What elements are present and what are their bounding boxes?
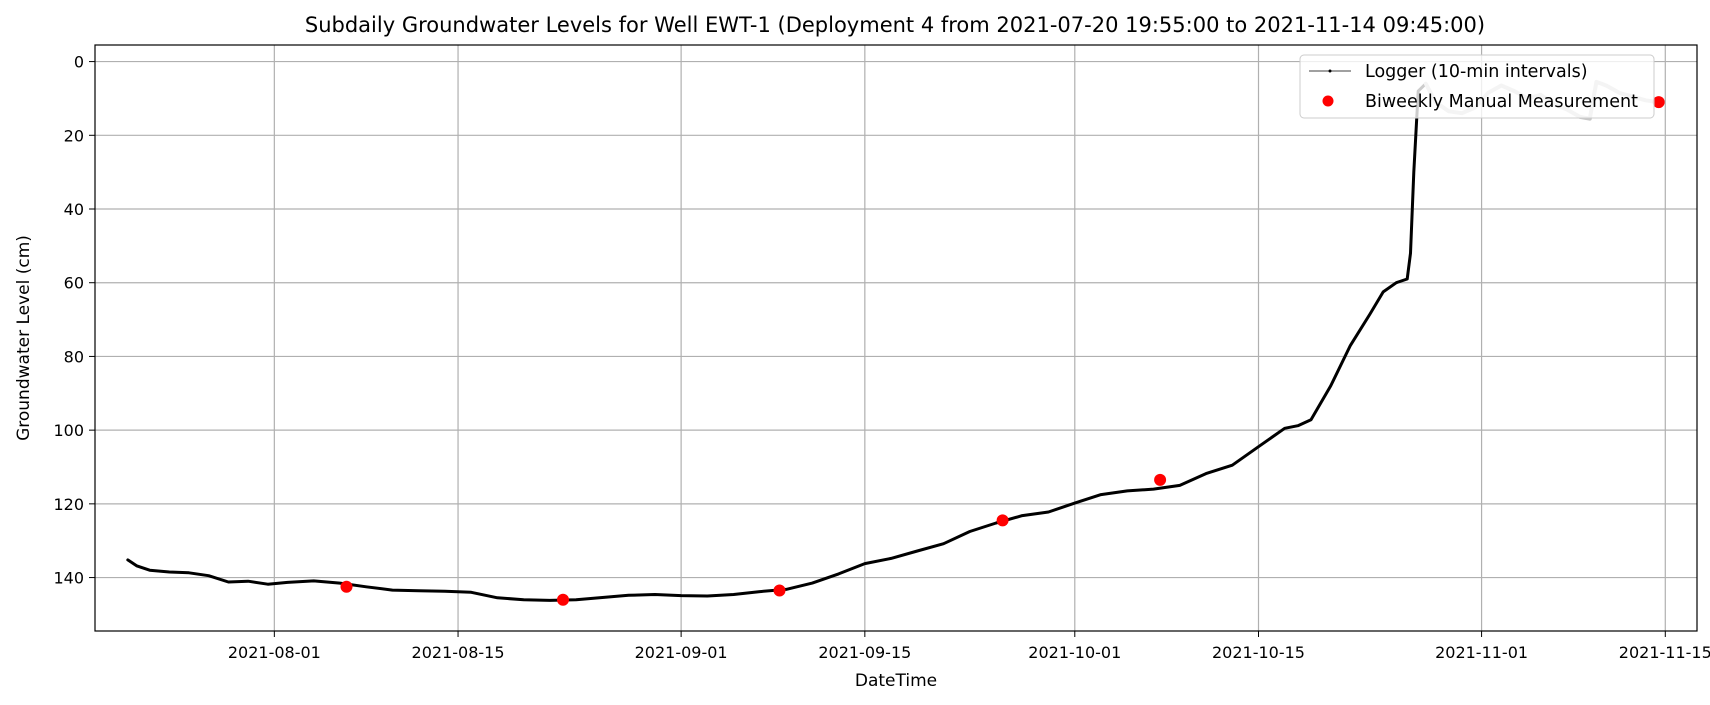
y-tick-label: 80 [64,347,84,366]
x-tick-label: 2021-10-01 [1028,643,1121,662]
manual-measurement-point [1652,96,1665,109]
y-tick-label: 120 [53,495,84,514]
manual-measurement-point [1154,473,1167,486]
y-tick-label: 20 [64,126,84,145]
manual-measurement-series [340,96,1665,606]
x-tick-label: 2021-11-15 [1619,643,1710,662]
manual-measurement-point [557,593,569,606]
legend-manual-label: Biweekly Manual Measurement [1365,92,1638,112]
x-tick-label: 2021-08-15 [412,643,505,662]
x-tick-label: 2021-11-01 [1435,643,1528,662]
legend-logger-marker [1328,69,1332,73]
x-tick-label: 2021-09-01 [635,643,728,662]
x-tick-label: 2021-09-15 [818,643,911,662]
grid [95,45,1697,631]
plot-frame [94,44,1698,632]
y-tick-label: 100 [53,421,84,440]
legend-box [1299,54,1655,119]
x-axis-ticks: 2021-08-01 2021-08-15 2021-09-01 2021-09-15… [228,631,1710,662]
manual-measurement-point [996,514,1009,527]
x-axis-label: DateTime [855,671,937,691]
legend-logger-label: Logger (10-min intervals) [1365,62,1588,82]
manual-measurement-point [773,584,786,597]
x-tick-label: 2021-08-01 [228,643,321,662]
y-tick-label: 60 [64,274,84,293]
y-axis-ticks: 0 20 40 60 80 100 120 140 [53,53,95,588]
x-tick-label: 2021-10-15 [1212,643,1305,662]
legend: Logger (10-min intervals) Biweekly Manua… [1299,54,1655,119]
logger-line [126,82,1428,602]
y-tick-label: 40 [64,200,84,219]
y-axis-label: Groundwater Level (cm) [14,235,34,441]
y-tick-label: 140 [53,569,84,588]
manual-measurement-point [340,580,353,593]
y-tick-label: 0 [74,53,84,72]
legend-manual-swatch [1322,95,1334,107]
chart-title: Subdaily Groundwater Levels for Well EWT… [305,13,1485,37]
